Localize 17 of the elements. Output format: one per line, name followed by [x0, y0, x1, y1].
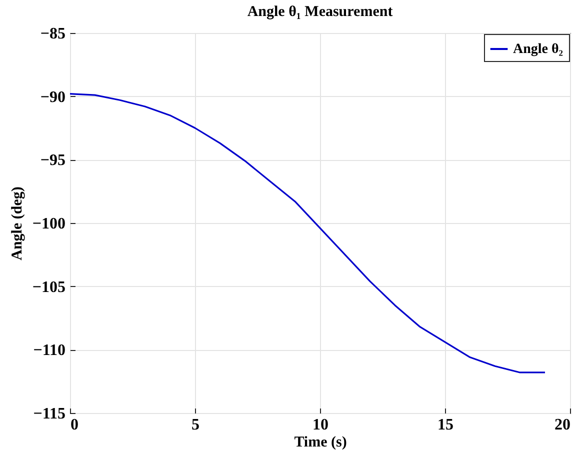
x-tick-label: 15	[438, 416, 454, 434]
legend-label: Angle θ₂	[513, 42, 564, 57]
y-tick-label: −100	[32, 216, 66, 232]
y-axis-title: Angle (deg)	[9, 186, 26, 260]
x-tick-label: 0	[70, 416, 78, 434]
x-tick-label: 5	[192, 416, 200, 434]
x-tick-label: 10	[312, 416, 328, 434]
y-tick-label: −115	[33, 406, 66, 422]
y-tick-label: −110	[33, 342, 66, 360]
y-tick-label: −90	[40, 88, 66, 106]
x-tick-label: 20	[554, 416, 570, 434]
y-tick-label: −95	[40, 152, 66, 170]
y-tick-label: −85	[40, 26, 66, 42]
chart-title: Angle θ₁ Measurement	[247, 4, 393, 20]
x-axis-title: Time (s)	[294, 434, 347, 450]
y-tick-label: −105	[32, 278, 66, 296]
line-series	[69, 93, 546, 374]
